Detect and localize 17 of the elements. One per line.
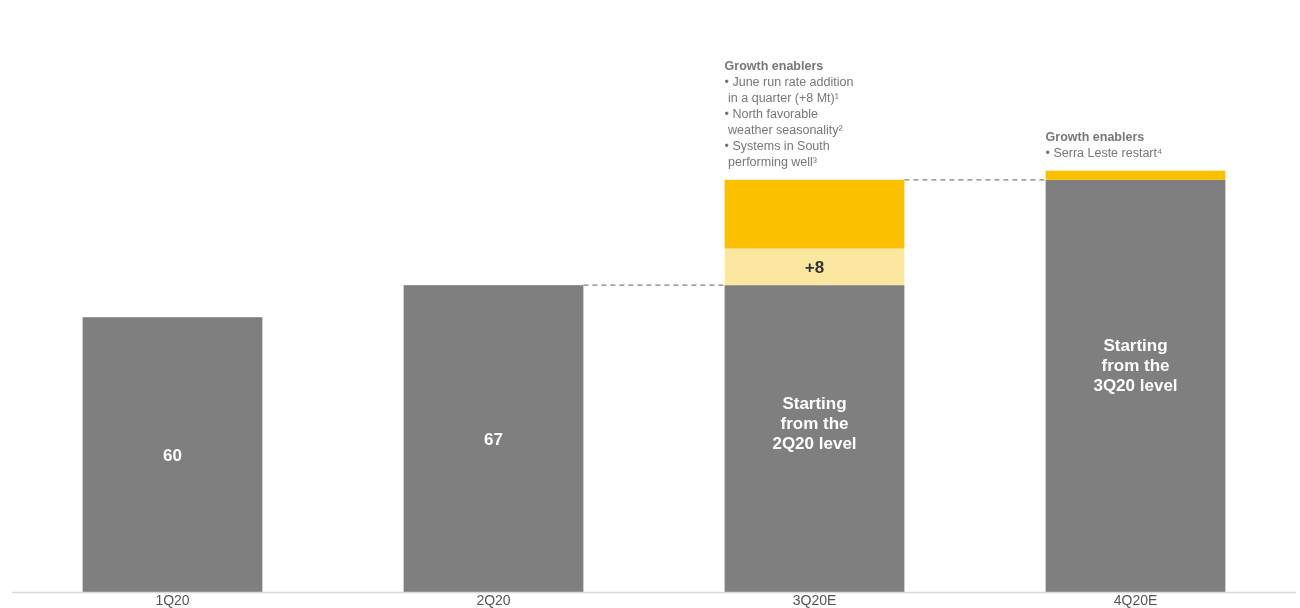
x-tick-label: 3Q20E: [792, 592, 837, 608]
bar: [82, 317, 263, 592]
x-tick-label: 2Q20: [476, 592, 511, 608]
data-label: +8: [804, 257, 825, 277]
annotation: Growth enablers • June run rate addition in a quarter (+8 Mt)¹ • North favorable weather seasonality² • Systems in South performing well³: [724, 58, 854, 169]
annotation: Starting from the 3Q20 level: [1093, 336, 1178, 396]
x-tick-label: 4Q20E: [1113, 592, 1158, 608]
x-tick-label: 1Q20: [155, 592, 190, 608]
data-label: 67: [484, 429, 503, 449]
annotation: Starting from the 2Q20 level: [772, 394, 857, 454]
bar: [724, 179, 905, 249]
bar: [724, 285, 905, 592]
bar: [724, 248, 905, 286]
bar: [1045, 179, 1226, 592]
bar: [1045, 170, 1226, 180]
data-label: 60: [163, 445, 182, 465]
annotation: Growth enablers • Serra Leste restart⁴: [1045, 129, 1163, 160]
